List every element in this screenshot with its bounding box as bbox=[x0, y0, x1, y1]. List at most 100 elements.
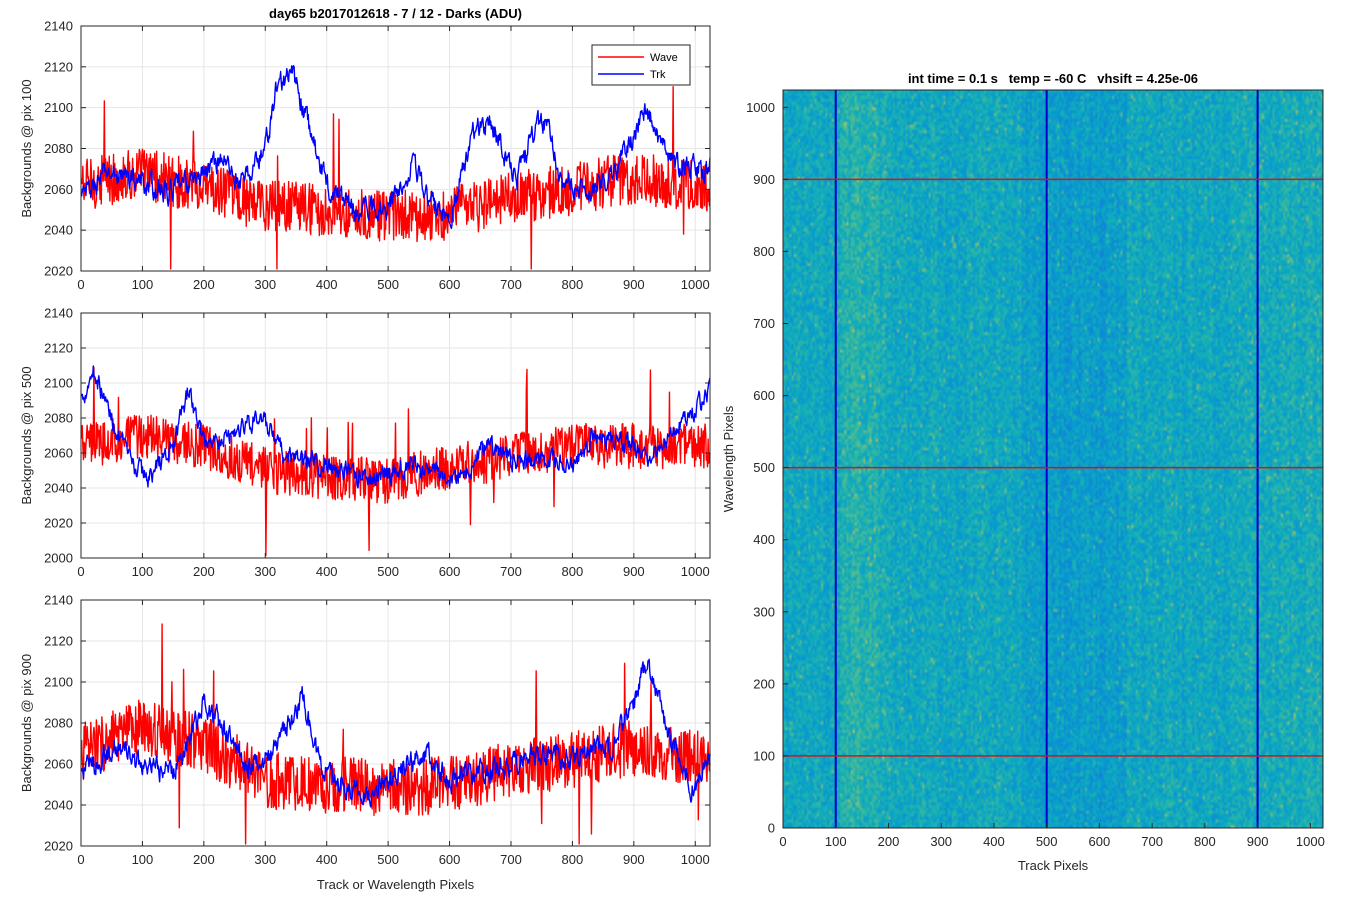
y-tick-label: 2040 bbox=[44, 481, 73, 496]
y-tick-label: 2020 bbox=[44, 839, 73, 854]
x-tick-label: 1000 bbox=[681, 277, 710, 292]
y-tick-label: 2080 bbox=[44, 716, 73, 731]
y-tick-label: 2100 bbox=[44, 376, 73, 391]
x-tick-label: 200 bbox=[193, 564, 215, 579]
y-tick-label: 2120 bbox=[44, 634, 73, 649]
x-tick-label: 100 bbox=[132, 852, 154, 867]
x-axis-label: Track or Wavelength Pixels bbox=[317, 877, 475, 892]
x-tick-label: 400 bbox=[316, 277, 338, 292]
series-line-trk bbox=[80, 658, 711, 808]
axes-box bbox=[782, 89, 1324, 829]
x-tick-label: 800 bbox=[562, 564, 584, 579]
y-tick-label: 2020 bbox=[44, 264, 73, 279]
line-plot-pix-100: 0 100 200 300 400 500 600 700 800 900 1000 2020 2040… bbox=[19, 6, 711, 292]
x-tick-label: 700 bbox=[500, 852, 522, 867]
y-tick-label: 300 bbox=[753, 604, 775, 619]
x-tick-label: 400 bbox=[316, 564, 338, 579]
series-line-trk bbox=[80, 65, 711, 230]
y-tick-label: 2040 bbox=[44, 223, 73, 238]
x-axis-label: Track Pixels bbox=[1018, 858, 1089, 873]
heatmap-image bbox=[783, 90, 1323, 828]
x-tick-label: 900 bbox=[623, 564, 645, 579]
y-tick-label: 2140 bbox=[44, 19, 73, 34]
x-tick-label: 900 bbox=[1247, 834, 1269, 849]
x-tick-label: 1000 bbox=[1296, 834, 1325, 849]
y-tick-label: 500 bbox=[753, 460, 775, 475]
x-tick-label: 300 bbox=[254, 277, 276, 292]
x-tick-label: 500 bbox=[377, 852, 399, 867]
x-tick-label: 600 bbox=[439, 277, 461, 292]
x-tick-label: 700 bbox=[500, 277, 522, 292]
y-tick-label: 700 bbox=[753, 316, 775, 331]
x-tick-label: 900 bbox=[623, 852, 645, 867]
heatmap-plot: 0 100 200 300 400 500 600 700 800 900 1000 0 100 200 3… bbox=[721, 71, 1325, 873]
legend-label-trk: Trk bbox=[650, 69, 666, 81]
x-tick-label: 200 bbox=[878, 834, 900, 849]
y-axis-label: Backgrounds @ pix 900 bbox=[19, 654, 34, 792]
x-tick-label: 1000 bbox=[681, 564, 710, 579]
x-tick-label: 200 bbox=[193, 277, 215, 292]
x-tick-label: 0 bbox=[779, 834, 786, 849]
y-tick-label: 1000 bbox=[746, 100, 775, 115]
y-tick-label: 800 bbox=[753, 244, 775, 259]
y-axis-label: Backgrounds @ pix 100 bbox=[19, 79, 34, 217]
y-tick-label: 2000 bbox=[44, 551, 73, 566]
x-tick-label: 200 bbox=[193, 852, 215, 867]
y-tick-label: 2060 bbox=[44, 182, 73, 197]
x-tick-label: 100 bbox=[132, 277, 154, 292]
y-tick-label: 2120 bbox=[44, 59, 73, 74]
y-axis-label: Wavelength Pixels bbox=[721, 405, 736, 512]
x-tick-label: 800 bbox=[1194, 834, 1216, 849]
y-tick-label: 600 bbox=[753, 388, 775, 403]
x-tick-label: 300 bbox=[254, 852, 276, 867]
x-tick-label: 300 bbox=[930, 834, 952, 849]
y-tick-label: 2080 bbox=[44, 141, 73, 156]
x-tick-label: 0 bbox=[77, 277, 84, 292]
series-line-trk bbox=[80, 365, 711, 489]
y-tick-label: 2060 bbox=[44, 757, 73, 772]
x-tick-label: 800 bbox=[562, 277, 584, 292]
y-axis-label: Backgrounds @ pix 500 bbox=[19, 366, 34, 504]
x-tick-label: 300 bbox=[254, 564, 276, 579]
x-tick-label: 600 bbox=[439, 852, 461, 867]
x-tick-label: 600 bbox=[1089, 834, 1111, 849]
x-tick-label: 500 bbox=[377, 564, 399, 579]
x-tick-label: 700 bbox=[500, 564, 522, 579]
y-tick-label: 2100 bbox=[44, 100, 73, 115]
x-tick-label: 800 bbox=[562, 852, 584, 867]
axes-box bbox=[80, 312, 711, 559]
x-tick-label: 600 bbox=[439, 564, 461, 579]
x-tick-label: 100 bbox=[825, 834, 847, 849]
line-plot-pix-500: 0 100 200 300 400 500 600 700 800 900 1000 2000 2020… bbox=[19, 306, 711, 579]
x-tick-label: 500 bbox=[1036, 834, 1058, 849]
legend-box bbox=[591, 44, 691, 86]
x-tick-label: 1000 bbox=[681, 852, 710, 867]
y-tick-label: 400 bbox=[753, 532, 775, 547]
y-tick-label: 0 bbox=[768, 821, 775, 836]
chart-title: day65 b2017012618 - 7 / 12 - Darks (ADU) bbox=[269, 6, 522, 21]
x-tick-label: 700 bbox=[1141, 834, 1163, 849]
x-tick-label: 900 bbox=[623, 277, 645, 292]
x-tick-label: 0 bbox=[77, 564, 84, 579]
y-tick-label: 2100 bbox=[44, 675, 73, 690]
chart-title: int time = 0.1 s temp = -60 C vhsift = 4… bbox=[908, 71, 1198, 86]
legend: Wave Trk bbox=[591, 44, 691, 86]
x-tick-label: 100 bbox=[132, 564, 154, 579]
y-tick-label: 2060 bbox=[44, 446, 73, 461]
line-plot-pix-900: 0 100 200 300 400 500 600 700 800 900 1000 2020 2040… bbox=[19, 593, 711, 892]
y-tick-label: 2140 bbox=[44, 306, 73, 321]
y-tick-label: 2120 bbox=[44, 341, 73, 356]
y-tick-label: 2020 bbox=[44, 516, 73, 531]
y-tick-label: 2080 bbox=[44, 411, 73, 426]
x-tick-label: 400 bbox=[983, 834, 1005, 849]
legend-label-wave: Wave bbox=[650, 52, 678, 64]
y-tick-label: 900 bbox=[753, 172, 775, 187]
y-tick-label: 2040 bbox=[44, 798, 73, 813]
y-tick-label: 200 bbox=[753, 676, 775, 691]
x-tick-label: 400 bbox=[316, 852, 338, 867]
x-tick-label: 500 bbox=[377, 277, 399, 292]
y-tick-label: 100 bbox=[753, 748, 775, 763]
y-tick-label: 2140 bbox=[44, 593, 73, 608]
x-tick-label: 0 bbox=[77, 852, 84, 867]
